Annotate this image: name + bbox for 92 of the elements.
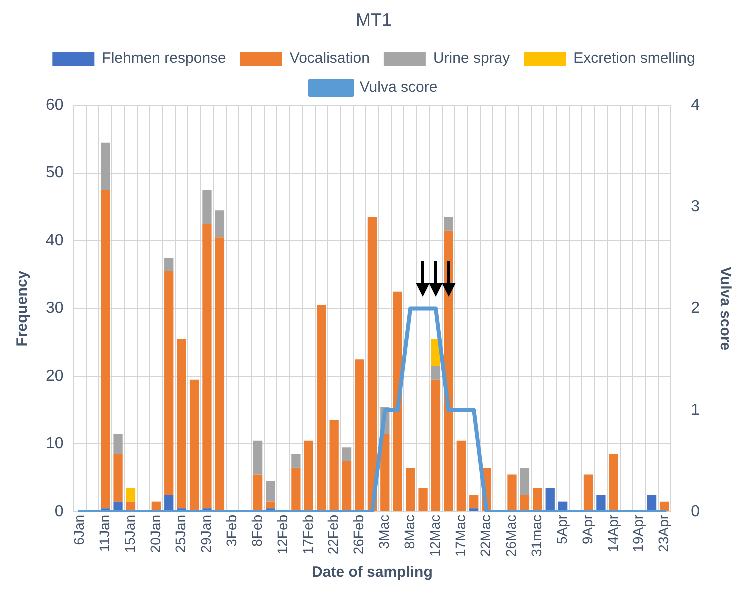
legend-label: Excretion smelling bbox=[574, 50, 696, 68]
bar bbox=[292, 468, 301, 512]
legend-label: Flehmen response bbox=[102, 50, 226, 68]
bar bbox=[292, 454, 301, 468]
bar bbox=[470, 495, 479, 509]
y-tick-label: 60 bbox=[46, 97, 64, 114]
bar bbox=[444, 217, 454, 231]
y-tick-label: 0 bbox=[54, 503, 64, 520]
x-tick-label: 19Apr bbox=[630, 514, 646, 552]
bar bbox=[418, 488, 428, 512]
bar bbox=[202, 224, 212, 509]
x-tick-label: 22Mac bbox=[478, 514, 494, 558]
x-tick-label: 26Feb bbox=[350, 514, 367, 555]
bar bbox=[164, 272, 174, 496]
bar bbox=[304, 440, 314, 512]
x-tick-label: 26Mac bbox=[503, 514, 520, 558]
x-tick-label: 9Apr bbox=[579, 514, 596, 545]
bar bbox=[202, 190, 212, 224]
y2-tick-label: 4 bbox=[691, 97, 700, 114]
bar bbox=[126, 488, 136, 502]
y-tick-label: 30 bbox=[46, 300, 64, 318]
x-tick-label: 17Feb bbox=[300, 514, 316, 555]
bar bbox=[266, 482, 276, 502]
x-tick-label: 25Jan bbox=[172, 514, 189, 554]
bar bbox=[253, 440, 263, 475]
bar bbox=[190, 380, 200, 512]
bar bbox=[546, 488, 555, 512]
y-tick-label: 50 bbox=[46, 164, 64, 182]
x-tick-label: 31mac bbox=[528, 514, 545, 558]
bar bbox=[533, 488, 542, 512]
bar bbox=[660, 502, 670, 512]
legend-label: Vocalisation bbox=[290, 50, 370, 68]
x-tick-label: 20Jan bbox=[147, 514, 164, 554]
bar bbox=[393, 292, 402, 512]
y2-tick-label: 0 bbox=[691, 503, 700, 520]
x-tick-label: 15Jan bbox=[122, 514, 138, 554]
bar bbox=[164, 495, 174, 512]
bar bbox=[342, 448, 352, 462]
bar bbox=[456, 440, 466, 512]
bar bbox=[431, 366, 441, 380]
legend-label: Vulva score bbox=[360, 79, 438, 96]
x-tick-label: 22Feb bbox=[325, 514, 342, 555]
bar bbox=[266, 502, 276, 509]
x-tick-label: 12Mac bbox=[426, 514, 443, 558]
bar bbox=[215, 238, 225, 512]
x-tick-label: 8Feb bbox=[248, 514, 265, 547]
x-tick-label: 17Mac bbox=[452, 514, 468, 558]
x-tick-label: 3Mac bbox=[376, 514, 392, 550]
x-tick-label: 11Jan bbox=[96, 514, 112, 552]
y-axis-title: Frequency bbox=[14, 270, 32, 347]
bar bbox=[177, 339, 186, 509]
bar bbox=[355, 360, 364, 512]
bar bbox=[100, 190, 110, 509]
chart-title: MT1 bbox=[356, 10, 392, 30]
bar bbox=[380, 434, 390, 512]
bar bbox=[520, 468, 530, 496]
y2-tick-label: 1 bbox=[691, 402, 700, 419]
bar bbox=[342, 461, 352, 512]
y-tick-label: 40 bbox=[46, 232, 64, 250]
bar bbox=[368, 217, 378, 512]
x-tick-label: 14Apr bbox=[604, 514, 621, 552]
x-tick-label: 5Apr bbox=[554, 514, 570, 545]
y2-axis-title: Vulva score bbox=[716, 266, 734, 351]
legend-label: Urine spray bbox=[433, 50, 511, 68]
x-tick-label: 29Jan bbox=[198, 514, 214, 554]
bar bbox=[114, 454, 123, 502]
x-tick-label: 12Feb bbox=[274, 514, 290, 555]
bar bbox=[584, 474, 594, 512]
bar bbox=[431, 380, 441, 512]
bar bbox=[647, 495, 657, 512]
bar bbox=[470, 508, 479, 512]
bar bbox=[406, 468, 416, 512]
x-tick-label: 3Feb bbox=[224, 514, 240, 547]
y2-tick-label: 2 bbox=[691, 300, 700, 318]
x-tick-label: 6Jan bbox=[71, 514, 88, 546]
bar bbox=[100, 142, 110, 190]
x-tick-label: 8Mac bbox=[401, 514, 418, 550]
x-tick-label: 23Apr bbox=[656, 514, 672, 552]
y2-tick-label: 3 bbox=[691, 198, 700, 216]
y-tick-label: 20 bbox=[46, 368, 64, 385]
x-axis-title: Date of sampling bbox=[312, 564, 433, 582]
bar bbox=[508, 474, 517, 512]
y-tick-label: 10 bbox=[46, 436, 64, 453]
bar bbox=[215, 210, 225, 238]
bar bbox=[317, 305, 326, 512]
bar bbox=[253, 474, 263, 512]
bar bbox=[596, 495, 606, 512]
bar bbox=[164, 258, 174, 272]
bar bbox=[520, 495, 530, 512]
bar bbox=[609, 454, 618, 512]
bar bbox=[330, 420, 339, 512]
bar bbox=[114, 434, 123, 454]
